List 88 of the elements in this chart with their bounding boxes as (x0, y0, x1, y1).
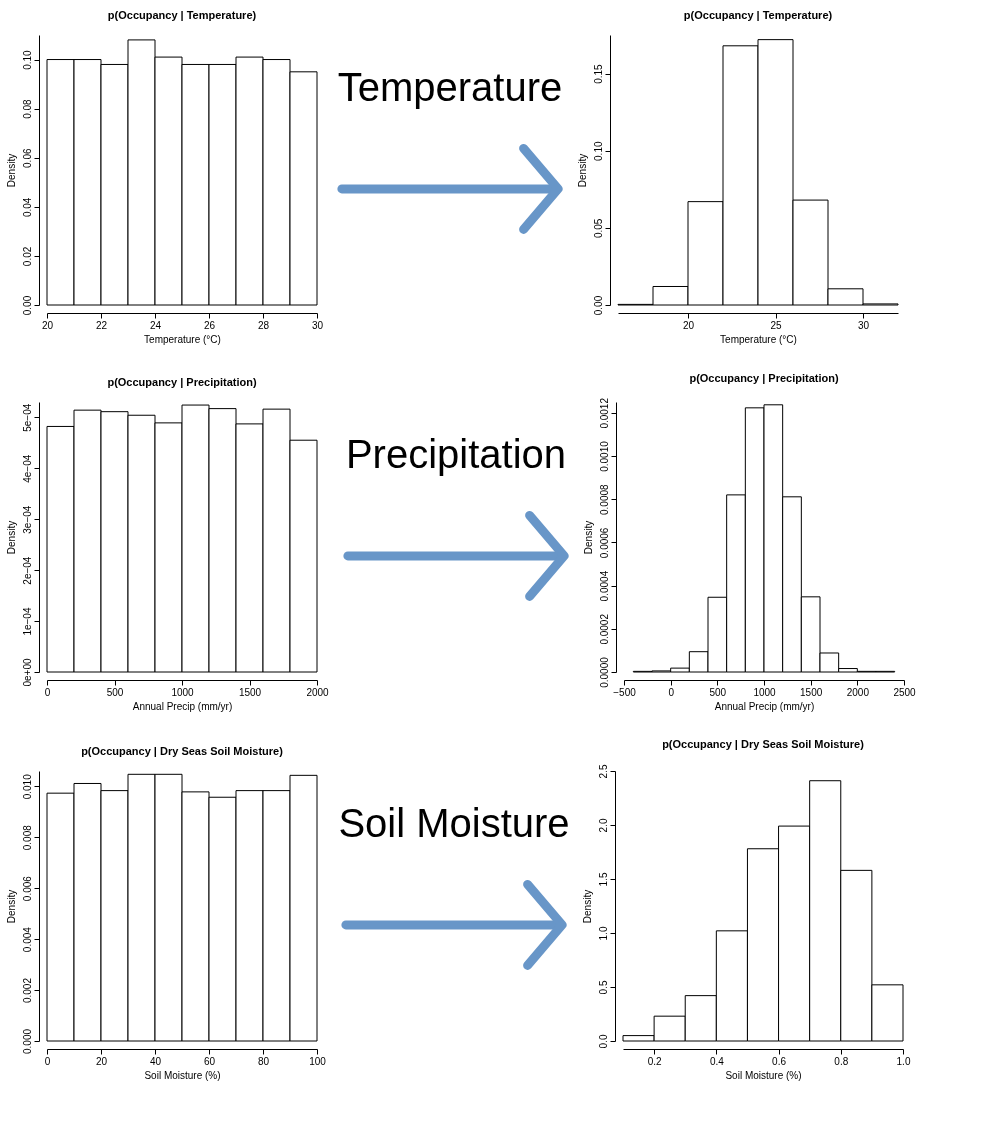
y-tick-label: 0.5 (597, 980, 609, 995)
y-tick-label: 0.0010 (598, 440, 610, 472)
y-tick-label: 0.0006 (598, 527, 610, 559)
y-tick-label: 1.5 (597, 872, 609, 887)
y-tick-label: 0.0004 (598, 570, 610, 602)
x-tick-label: 0.8 (834, 1055, 849, 1067)
x-tick-label: 24 (149, 319, 162, 331)
y-tick-label: 0.008 (21, 824, 33, 851)
x-tick-label: 0.4 (709, 1055, 725, 1067)
chart-title: p(Occupancy | Temperature) (107, 9, 257, 21)
x-tick-label: 30 (857, 319, 870, 331)
y-tick-label: 0.002 (21, 977, 33, 1004)
y-axis-title: Density (581, 889, 593, 924)
chart-title: p(Occupancy | Dry Seas Soil Moisture) (662, 738, 865, 751)
x-tick-label: 0 (668, 686, 675, 698)
x-axis-title: Temperature (°C) (144, 333, 221, 345)
x-tick-label: 500 (106, 686, 124, 698)
y-tick-label: 5e−04 (21, 403, 33, 432)
y-tick-label: 2e−04 (21, 556, 33, 585)
y-tick-label: 0.04 (21, 197, 33, 218)
y-tick-label: 0.0012 (598, 397, 610, 429)
y-tick-label: 0.10 (21, 49, 33, 70)
text: Soil Moisture (338, 801, 570, 845)
x-tick-label: 22 (95, 319, 108, 331)
x-tick-label: 28 (257, 319, 270, 331)
x-tick-label: 500 (709, 686, 727, 698)
x-tick-label: −500 (613, 686, 637, 698)
y-tick-label: 0.10 (592, 141, 604, 161)
y-tick-label: 2.0 (597, 818, 609, 833)
y-tick-label: 3e−04 (21, 505, 33, 534)
x-tick-label: 100 (309, 1055, 327, 1067)
x-tick-label: 1000 (753, 686, 777, 698)
y-tick-label: 0.0008 (598, 483, 610, 515)
x-tick-label: 20 (41, 319, 54, 331)
x-tick-label: 26 (203, 319, 216, 331)
y-axis-title: Density (582, 520, 594, 555)
y-tick-label: 0e+00 (21, 658, 33, 687)
x-tick-label: 1.0 (896, 1055, 911, 1067)
x-tick-label: 30 (311, 319, 324, 331)
x-axis-title: Soil Moisture (%) (725, 1069, 802, 1081)
y-axis-title: Density (5, 889, 17, 924)
y-tick-label: 0.02 (21, 246, 33, 267)
y-tick-label: 0.05 (592, 218, 604, 239)
x-tick-label: 1000 (171, 686, 195, 698)
x-tick-label: 20 (682, 319, 695, 331)
x-axis-title: Annual Precip (mm/yr) (714, 700, 815, 712)
x-tick-label: 1500 (800, 686, 823, 698)
chart-title: p(Occupancy | Temperature) (683, 9, 833, 21)
x-tick-label: 0 (44, 686, 51, 698)
y-tick-label: 0.0 (597, 1034, 609, 1049)
y-axis-title: Density (5, 153, 17, 188)
x-tick-label: 0.2 (647, 1055, 662, 1067)
x-axis-title: Temperature (°C) (720, 333, 797, 345)
x-tick-label: 0.6 (772, 1055, 787, 1067)
y-tick-label: 2.5 (597, 764, 609, 779)
y-tick-label: 0.00 (592, 295, 604, 316)
y-tick-label: 0.0002 (598, 613, 610, 645)
text: Temperature (337, 65, 563, 109)
x-axis-title: Soil Moisture (%) (144, 1069, 221, 1081)
x-tick-label: 1500 (238, 686, 262, 698)
y-tick-label: 0.08 (21, 98, 33, 119)
chart-title: p(Occupancy | Dry Seas Soil Moisture) (81, 745, 284, 757)
y-tick-label: 0.010 (21, 773, 33, 800)
y-tick-label: 0.004 (21, 926, 33, 953)
y-tick-label: 1e−04 (21, 607, 33, 636)
x-tick-label: 0 (44, 1055, 51, 1067)
x-tick-label: 2000 (306, 686, 330, 698)
y-axis-title: Density (5, 520, 17, 555)
y-axis-title: Density (576, 153, 588, 188)
y-tick-label: 4e−04 (21, 454, 33, 483)
y-tick-label: 0.006 (21, 875, 33, 902)
y-tick-label: 1.0 (597, 926, 609, 941)
text: Precipitation (345, 432, 567, 476)
x-tick-label: 20 (95, 1055, 108, 1067)
chart-title: p(Occupancy | Precipitation) (689, 371, 839, 384)
y-tick-label: 0.0000 (598, 656, 610, 688)
chart-title: p(Occupancy | Precipitation) (107, 376, 257, 388)
x-tick-label: 2500 (893, 686, 917, 698)
y-tick-label: 0.06 (21, 148, 33, 168)
x-axis-title: Annual Precip (mm/yr) (132, 700, 233, 712)
y-tick-label: 0.000 (21, 1028, 33, 1055)
y-tick-label: 0.15 (592, 63, 604, 84)
x-tick-label: 40 (149, 1055, 162, 1067)
x-tick-label: 80 (257, 1055, 270, 1067)
x-tick-label: 2000 (846, 686, 870, 698)
x-tick-label: 25 (770, 319, 782, 331)
y-tick-label: 0.00 (21, 295, 33, 316)
x-tick-label: 60 (203, 1055, 216, 1067)
